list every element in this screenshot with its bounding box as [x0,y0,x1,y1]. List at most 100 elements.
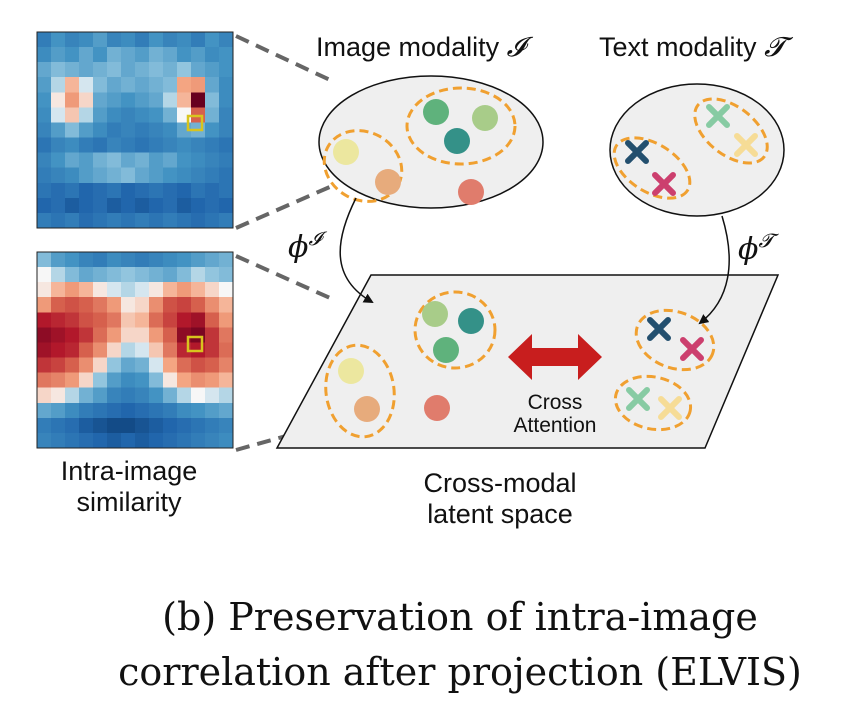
heatmap-cell [205,267,220,283]
heatmap-cell [93,357,108,374]
heatmap-cell [107,107,122,124]
heatmap-cell [51,152,66,169]
heatmap-cell [93,212,108,229]
heatmap-cell [79,152,94,169]
heatmap-cell [205,212,220,229]
heatmap-cell [135,252,150,268]
heatmap-cell [121,137,136,154]
heatmap-cell [205,92,220,108]
heatmap-cell [51,77,66,93]
heatmap-cell [149,197,164,214]
heatmap-cell [177,197,192,214]
heatmap-cell [149,77,164,93]
heatmap-cell [65,372,80,389]
heatmap-cell [149,387,164,404]
heatmap-cell [93,197,108,214]
heatmap-cell [149,342,164,359]
text-cluster-left-outline [612,136,692,200]
heatmap-cell [107,267,122,283]
heatmap-cell [163,342,178,359]
heatmap-cell [65,122,80,139]
heatmap-cell [191,167,206,184]
heatmap-cell [93,92,108,108]
heatmap-cell [65,432,80,449]
heatmap-top-frame [36,31,234,229]
heatmap-cell [107,92,122,108]
heatmap-cell [135,267,150,283]
heatmap-cell [191,182,206,199]
cross-attention-label-line1: Cross [528,391,583,414]
heatmap-cell [93,327,108,344]
heatmap-cell [135,342,150,359]
heatmap-cell [163,152,178,169]
heatmap-cell [37,92,52,108]
heatmap-cell [51,252,66,268]
heatmap-cell [65,62,80,78]
heatmap-cell [51,197,66,214]
heatmap-cell [51,107,66,124]
heatmap-cell [219,77,234,93]
heatmap-cell [121,107,136,124]
heatmap-cell [51,342,66,359]
heatmap-cell [163,62,178,78]
heatmap-cell [121,77,136,93]
heatmap-cell [135,77,150,93]
heatmap-cell [163,92,178,108]
connector-top-upper [235,34,331,82]
heatmap-cell [163,107,178,124]
heatmap-cell [93,107,108,124]
heatmap-cell [163,432,178,449]
heatmap-cell [79,297,94,313]
heatmap-cell [219,167,234,184]
heatmap-cell [65,357,80,374]
heatmap-cell [107,47,122,63]
heatmap-cell [93,182,108,199]
heatmap-cell [177,92,192,108]
heatmap-cell [121,282,136,298]
heatmap-cell [51,47,66,63]
heatmap-cell [219,32,234,48]
heatmap-cell [219,107,234,124]
heatmap-cell [107,417,122,434]
latent-dot-yellow [338,358,364,384]
dot-salmon [458,179,484,205]
heatmap-cell [135,312,150,328]
heatmap-cell [191,297,206,313]
latent-dot-lightgreen [422,301,448,327]
heatmap-cell [177,282,192,298]
heatmap-cell [121,47,136,63]
heatmap-cell [93,417,108,434]
heatmap-cell [65,282,80,298]
intra-image-label-line1: Intra-image [61,456,198,486]
heatmap-cell [121,297,136,313]
heatmap-cell [37,357,52,374]
cross-mint-top [706,104,730,128]
heatmap-cell [121,62,136,78]
heatmap-cell [163,312,178,328]
heatmap-cell [135,107,150,124]
phi-text-label: ϕ𝓣 [738,230,779,267]
heatmap-cell [93,167,108,184]
heatmap-cell [219,432,234,449]
text-modality-ellipse [609,83,785,217]
dot-yellow [333,139,359,165]
heatmap-cell [121,122,136,139]
heatmap-cell [79,77,94,93]
heatmap-cell [177,47,192,63]
heatmap-cell [219,312,234,328]
heatmap-cell [191,47,206,63]
heatmap-cell [79,62,94,78]
heatmap-cell [177,327,192,344]
heatmap-cell [191,62,206,78]
heatmap-cell [79,107,94,124]
heatmap-cell [37,327,52,344]
heatmap-cell [37,372,52,389]
heatmap-cell [177,212,192,229]
heatmap-cell [121,32,136,48]
heatmap-cell [191,197,206,214]
heatmap-cell [205,32,220,48]
heatmap-cell [65,312,80,328]
heatmap-cell [51,402,66,419]
heatmap-cell [107,432,122,449]
heatmap-cell [107,167,122,184]
